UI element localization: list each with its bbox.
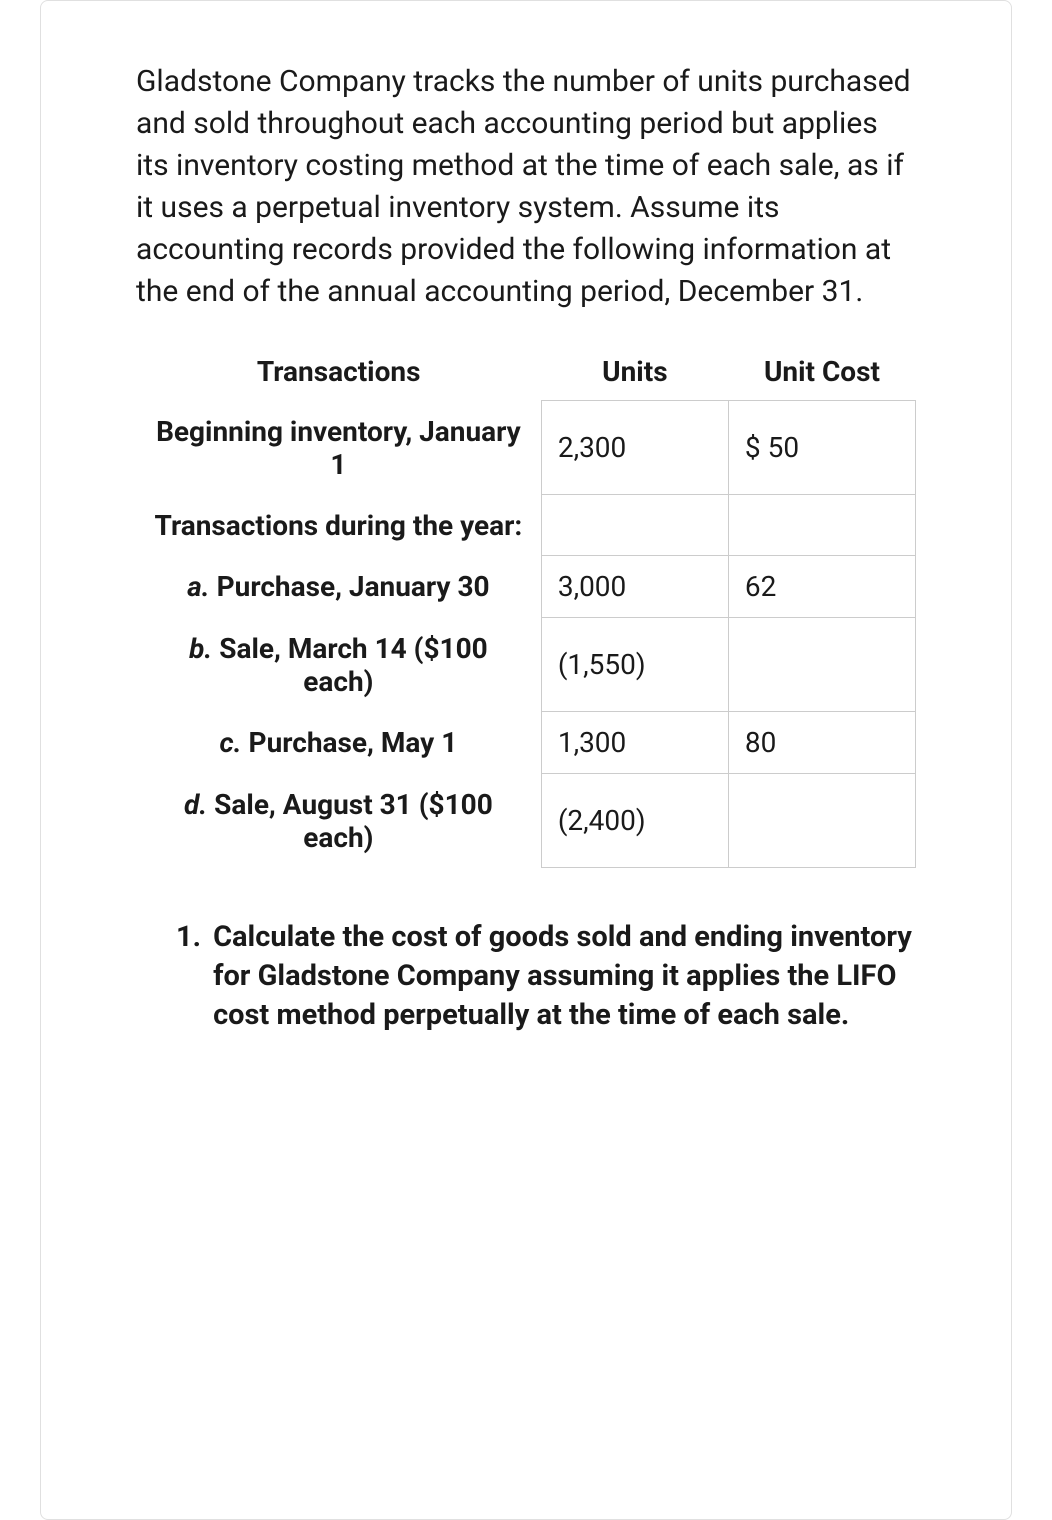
table-row: Transactions during the year: [136,495,916,556]
row-unit-cost [728,774,915,868]
table-row: Beginning inventory, January 1 2,300 $ 5… [136,401,916,495]
row-units: 3,000 [541,556,728,618]
intro-paragraph: Gladstone Company tracks the number of u… [136,61,916,313]
row-units: (2,400) [541,774,728,868]
row-label: Transactions during the year: [136,495,541,556]
header-unit-cost: Unit Cost [728,343,915,401]
row-label: d. Sale, August 31 ($100 each) [136,774,541,868]
row-unit-cost: 80 [728,712,915,774]
question-text: Calculate the cost of goods sold and end… [213,918,916,1035]
transactions-table: Transactions Units Unit Cost Beginning i… [136,343,916,868]
row-units: 1,300 [541,712,728,774]
row-label: Beginning inventory, January 1 [136,401,541,495]
row-units: (1,550) [541,618,728,712]
row-unit-cost: $ 50 [728,401,915,495]
row-unit-cost [728,618,915,712]
question-number: 1. [176,918,201,1035]
table-row: c. Purchase, May 1 1,300 80 [136,712,916,774]
row-units [541,495,728,556]
table-header-row: Transactions Units Unit Cost [136,343,916,401]
header-transactions: Transactions [136,343,541,401]
table-row: d. Sale, August 31 ($100 each) (2,400) [136,774,916,868]
row-unit-cost: 62 [728,556,915,618]
document-container: Gladstone Company tracks the number of u… [40,0,1012,1520]
header-units: Units [541,343,728,401]
question-item: 1. Calculate the cost of goods sold and … [176,918,916,1035]
table-row: a. Purchase, January 30 3,000 62 [136,556,916,618]
row-label: c. Purchase, May 1 [136,712,541,774]
row-label: b. Sale, March 14 ($100 each) [136,618,541,712]
question-list: 1. Calculate the cost of goods sold and … [136,918,916,1035]
row-label: a. Purchase, January 30 [136,556,541,618]
row-unit-cost [728,495,915,556]
table-row: b. Sale, March 14 ($100 each) (1,550) [136,618,916,712]
row-units: 2,300 [541,401,728,495]
